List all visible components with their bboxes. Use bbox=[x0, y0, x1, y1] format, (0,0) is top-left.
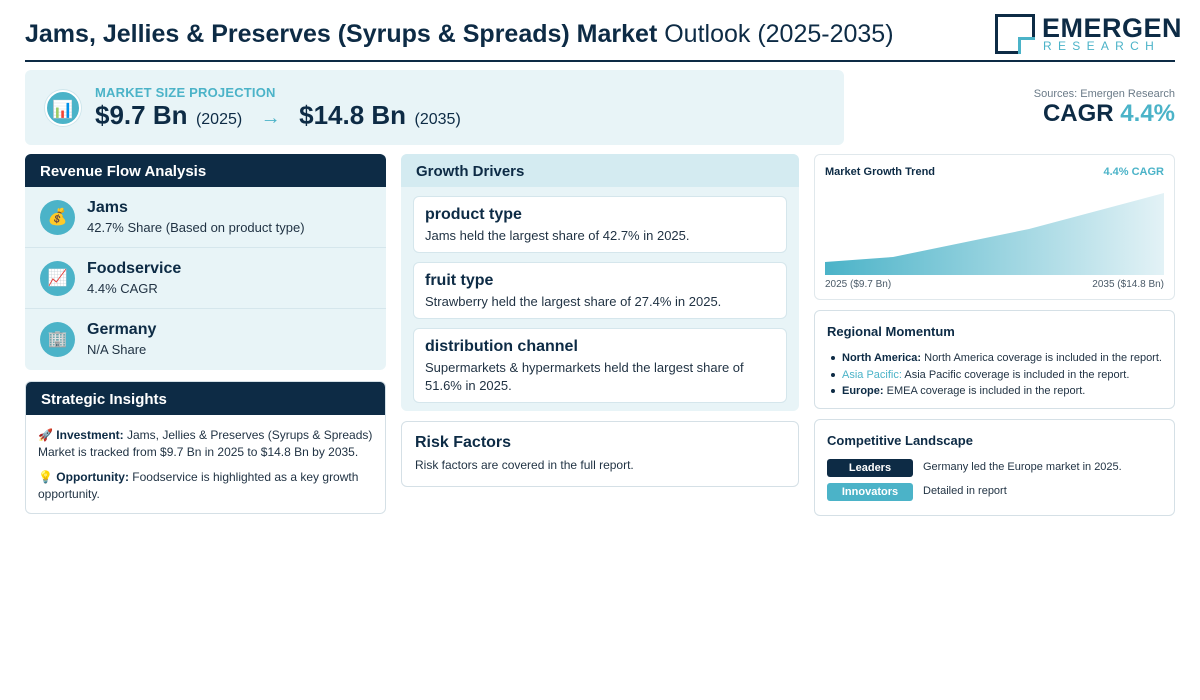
revenue-flow-title: Revenue Flow Analysis bbox=[25, 154, 386, 187]
competitive-landscape-card: Competitive Landscape Leaders Germany le… bbox=[814, 419, 1175, 516]
strategic-insights-title: Strategic Insights bbox=[26, 382, 385, 415]
region-text: EMEA coverage is included in the report. bbox=[883, 385, 1086, 397]
opportunity-text: Foodservice is highlighted as a key grow… bbox=[38, 470, 359, 501]
office-building-icon: 🏢 bbox=[40, 322, 75, 357]
regional-list: North America: North America coverage is… bbox=[827, 350, 1162, 400]
growth-drivers-card: Growth Drivers product type Jams held th… bbox=[401, 154, 799, 411]
opportunity-label: Opportunity: bbox=[56, 470, 129, 484]
risk-factors-card: Risk Factors Risk factors are covered in… bbox=[401, 421, 799, 487]
projection-end-year: (2035) bbox=[414, 111, 461, 128]
investment-text: Jams, Jellies & Preserves (Syrups & Spre… bbox=[38, 428, 373, 459]
regional-momentum-card: Regional Momentum North America: North A… bbox=[814, 310, 1175, 409]
revenue-item-sub: 42.7% Share (Based on product type) bbox=[87, 220, 305, 235]
strategic-insights-body: 🚀 Investment: Jams, Jellies & Preserves … bbox=[26, 415, 385, 503]
logo-main-text: EMERGEN bbox=[1042, 13, 1183, 43]
revenue-item: 🏢 Germany N/A Share bbox=[25, 309, 386, 370]
trend-title: Market Growth Trend bbox=[825, 166, 936, 178]
cagr-label: CAGR bbox=[1042, 100, 1114, 127]
investment-label: Investment: bbox=[56, 428, 124, 442]
region-item: Asia Pacific: Asia Pacific coverage is i… bbox=[827, 367, 1162, 384]
trend-cagr: 4.4% CAGR bbox=[1103, 166, 1164, 178]
page-header: Jams, Jellies & Preserves (Syrups & Spre… bbox=[25, 0, 1182, 62]
lightbulb-icon: 💡 bbox=[38, 470, 53, 484]
trend-area bbox=[825, 193, 1164, 275]
risk-factors-title: Risk Factors bbox=[415, 434, 512, 451]
bar-chart-icon: 📊 bbox=[45, 90, 81, 126]
revenue-item-sub: 4.4% CAGR bbox=[87, 281, 158, 296]
projection-start-value: $9.7 Bn bbox=[95, 100, 188, 130]
trend-end-label: 2035 ($14.8 Bn) bbox=[1092, 279, 1164, 290]
competitive-text: Detailed in report bbox=[923, 485, 1007, 497]
cagr-value: 4.4% bbox=[1120, 100, 1175, 127]
driver-title: distribution channel bbox=[425, 338, 578, 355]
revenue-item-title: Jams bbox=[87, 199, 128, 216]
risk-factors-text: Risk factors are covered in the full rep… bbox=[415, 458, 634, 472]
revenue-item-title: Foodservice bbox=[87, 260, 182, 277]
logo-square-icon bbox=[995, 14, 1035, 54]
revenue-item-sub: N/A Share bbox=[87, 342, 147, 357]
region-item: Europe: EMEA coverage is included in the… bbox=[827, 383, 1162, 400]
opportunity-insight: 💡 Opportunity: Foodservice is highlighte… bbox=[38, 469, 373, 503]
market-growth-trend-card: Market Growth Trend 4.4% CAGR 2025 ($9.7… bbox=[814, 154, 1175, 300]
innovators-badge: Innovators bbox=[827, 483, 913, 501]
region-item: North America: North America coverage is… bbox=[827, 350, 1162, 367]
driver-text: Jams held the largest share of 42.7% in … bbox=[425, 228, 690, 243]
cagr-headline: CAGR 4.4% bbox=[1043, 100, 1175, 128]
driver-item: product type Jams held the largest share… bbox=[413, 196, 787, 253]
trend-start-label: 2025 ($9.7 Bn) bbox=[825, 279, 892, 290]
competitive-row: Innovators Detailed in report bbox=[827, 483, 1162, 507]
regional-momentum-title: Regional Momentum bbox=[827, 324, 955, 339]
region-name: North America: bbox=[842, 352, 922, 364]
growth-drivers-title: Growth Drivers bbox=[401, 154, 799, 187]
projection-start-year: (2025) bbox=[195, 111, 243, 128]
competitive-row: Leaders Germany led the Europe market in… bbox=[827, 459, 1162, 483]
strategic-insights-card: Strategic Insights 🚀 Investment: Jams, J… bbox=[25, 381, 386, 514]
page-title: Jams, Jellies & Preserves (Syrups & Spre… bbox=[25, 20, 894, 49]
region-name: Europe: bbox=[842, 385, 884, 397]
rocket-icon: 🚀 bbox=[38, 428, 53, 442]
driver-text: Supermarkets & hypermarkets held the lar… bbox=[425, 360, 744, 393]
driver-text: Strawberry held the largest share of 27.… bbox=[425, 294, 722, 309]
page-title-bold: Jams, Jellies & Preserves (Syrups & Spre… bbox=[25, 20, 658, 48]
driver-title: product type bbox=[425, 206, 522, 223]
investment-insight: 🚀 Investment: Jams, Jellies & Preserves … bbox=[38, 427, 373, 461]
page-title-rest: Outlook (2025-2035) bbox=[657, 20, 894, 48]
projection-label: MARKET SIZE PROJECTION bbox=[95, 85, 276, 100]
revenue-item: 📈 Foodservice 4.4% CAGR bbox=[25, 248, 386, 309]
region-name: Asia Pacific: bbox=[842, 368, 902, 381]
driver-item: distribution channel Supermarkets & hype… bbox=[413, 328, 787, 403]
region-text: Asia Pacific coverage is included in the… bbox=[901, 368, 1130, 381]
logo-sub-text: RESEARCH bbox=[1043, 39, 1161, 53]
trend-chart-icon: 📈 bbox=[40, 261, 75, 296]
projection-end-value: $14.8 Bn bbox=[299, 100, 407, 130]
market-size-projection: 📊 MARKET SIZE PROJECTION $9.7 Bn (2025) … bbox=[25, 70, 844, 145]
revenue-item-title: Germany bbox=[87, 321, 157, 338]
emergen-logo[interactable]: EMERGEN RESEARCH bbox=[995, 13, 1182, 55]
trend-area-chart bbox=[825, 193, 1164, 275]
region-text: North America coverage is included in th… bbox=[921, 352, 1162, 364]
driver-item: fruit type Strawberry held the largest s… bbox=[413, 262, 787, 319]
arrow-right-icon: → bbox=[260, 107, 281, 129]
competitive-text: Germany led the Europe market in 2025. bbox=[923, 461, 1122, 473]
revenue-item: 💰 Jams 42.7% Share (Based on product typ… bbox=[25, 187, 386, 248]
sources-note: Sources: Emergen Research bbox=[1033, 88, 1175, 100]
money-bag-icon: 💰 bbox=[40, 200, 75, 235]
competitive-landscape-title: Competitive Landscape bbox=[827, 433, 973, 448]
driver-title: fruit type bbox=[425, 272, 494, 289]
leaders-badge: Leaders bbox=[827, 459, 913, 477]
projection-values: $9.7 Bn (2025) → $14.8 Bn (2035) bbox=[95, 100, 461, 131]
revenue-flow-card: Revenue Flow Analysis 💰 Jams 42.7% Share… bbox=[25, 154, 386, 370]
